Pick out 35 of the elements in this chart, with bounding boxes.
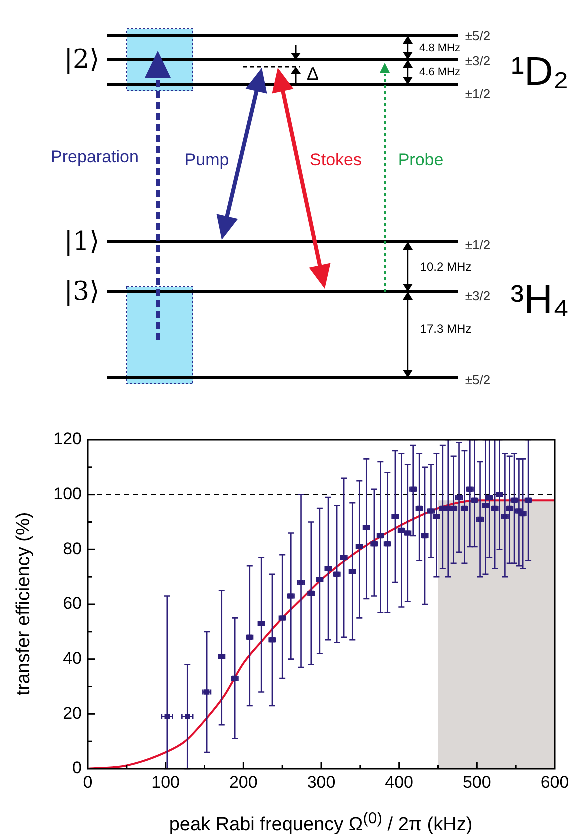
text: |3⟩ — [64, 277, 100, 307]
y-tick-label: 0 — [72, 758, 82, 778]
text: Stokes — [310, 150, 362, 170]
y-tick-label: 20 — [63, 704, 82, 723]
y-tick-label: 60 — [63, 594, 82, 614]
x-tick-label: 600 — [540, 773, 570, 792]
text: ±1/2 — [465, 238, 491, 252]
text: |1⟩ — [64, 227, 100, 257]
text: ±5/2 — [465, 28, 491, 44]
x-tick-label: 300 — [307, 773, 336, 792]
y-tick-label: 80 — [63, 539, 82, 558]
text: 4.8 MHz — [420, 42, 460, 54]
text: Δ — [306, 64, 320, 84]
x-tick-label: 500 — [462, 773, 492, 792]
text: Probe — [398, 150, 444, 170]
text: Preparation — [51, 148, 139, 166]
text: ³H₄ — [510, 278, 570, 322]
text: ±1/2 — [465, 86, 491, 102]
x-tick-label: 400 — [385, 773, 414, 792]
text: ±5/2 — [465, 372, 491, 388]
text: ±3/2 — [465, 54, 491, 68]
text: 10.2 MHz — [420, 260, 472, 274]
y-tick-label: 100 — [54, 484, 82, 504]
x-axis-title: peak Rabi frequency Ω$^{(0)}$ / 2π (kHz) — [169, 810, 473, 836]
text: ¹D₂ — [511, 50, 569, 94]
y-tick-label: 120 — [54, 430, 82, 449]
text: |2⟩ — [64, 45, 100, 75]
text: ±3/2 — [465, 288, 491, 304]
text: Pump — [184, 150, 230, 170]
text: 17.3 MHz — [420, 322, 472, 336]
x-tick-label: 100 — [152, 773, 180, 792]
x-tick-label: 200 — [229, 773, 258, 792]
text: 4.6 MHz — [420, 66, 460, 78]
y-tick-label: 40 — [63, 649, 82, 668]
y-axis-title: transfer efficiency (%) — [14, 512, 34, 696]
